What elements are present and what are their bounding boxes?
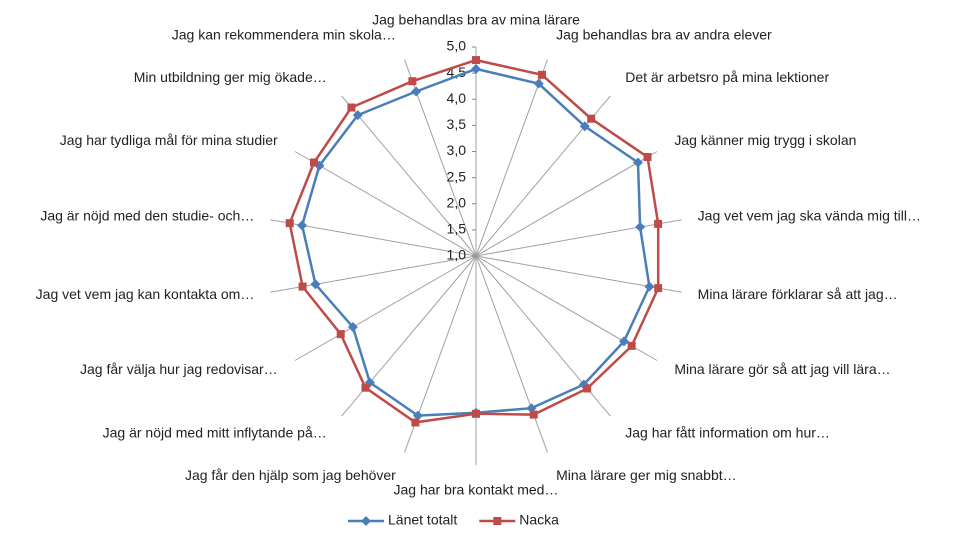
marker <box>297 220 308 231</box>
marker <box>310 158 319 167</box>
marker <box>361 383 370 392</box>
spoke <box>475 151 658 257</box>
category-label: Jag får den hjälp som jag behöver <box>185 467 396 483</box>
legend-label: Länet totalt <box>388 512 457 528</box>
category-label: Jag har tydliga mål för mina studier <box>60 132 278 148</box>
spoke <box>475 59 548 257</box>
marker <box>579 121 590 132</box>
spoke <box>341 95 477 257</box>
marker <box>627 341 636 350</box>
category-label: Jag känner mig trygg i skolan <box>674 132 856 148</box>
category-label: Jag vet vem jag ska vända mig till… <box>698 208 921 224</box>
category-label: Jag har fått information om hur… <box>625 425 830 441</box>
marker <box>587 114 596 123</box>
marker <box>411 86 422 97</box>
marker <box>352 110 363 121</box>
category-label: Jag har bra kontakt med… <box>394 482 559 498</box>
y-tick-label: 2,5 <box>447 168 467 184</box>
marker <box>654 219 663 228</box>
category-label: Jag får välja hur jag redovisar… <box>80 361 278 377</box>
marker <box>635 222 646 233</box>
category-label: Jag behandlas bra av andra elever <box>556 27 772 43</box>
marker <box>618 336 629 347</box>
marker <box>472 56 480 65</box>
marker <box>411 418 420 427</box>
category-label: Jag vet vem jag kan kontakta om… <box>36 286 255 302</box>
category-label: Jag kan rekommendera min skola… <box>172 27 396 43</box>
marker <box>471 63 481 74</box>
legend-marker <box>361 516 371 526</box>
y-tick-label: 3,0 <box>447 142 467 158</box>
spoke <box>294 151 477 257</box>
category-label: Jag är nöjd med mitt inflytande på… <box>103 425 327 441</box>
marker <box>408 77 417 86</box>
marker <box>298 282 307 291</box>
spoke <box>294 255 477 361</box>
y-tick-label: 2,0 <box>447 194 467 210</box>
y-tick-label: 5,0 <box>447 38 467 54</box>
spoke <box>475 219 682 257</box>
marker <box>632 157 643 168</box>
y-tick-label: 3,5 <box>447 116 467 132</box>
marker <box>336 330 345 339</box>
legend-marker <box>493 517 502 525</box>
spoke <box>475 255 548 453</box>
category-label: Det är arbetsro på mina lektioner <box>625 69 829 85</box>
marker <box>310 279 321 290</box>
category-label: Mina lärare förklarar så att jag… <box>698 286 898 302</box>
marker <box>654 284 663 293</box>
marker <box>644 281 655 292</box>
marker <box>472 409 480 418</box>
marker <box>529 410 538 419</box>
marker <box>643 152 652 161</box>
category-label: Mina lärare gör så att jag vill lära… <box>674 361 890 377</box>
category-label: Jag är nöjd med den studie- och… <box>40 208 254 224</box>
marker <box>347 322 358 333</box>
marker <box>533 78 544 89</box>
category-label: Jag behandlas bra av mina lärare <box>372 12 580 28</box>
y-tick-label: 4,0 <box>447 90 467 106</box>
marker <box>285 219 294 228</box>
marker <box>583 384 592 393</box>
series-line <box>288 58 660 424</box>
category-label: Min utbildning ger mig ökade… <box>134 69 327 85</box>
y-tick-label: 1,5 <box>447 221 467 237</box>
marker <box>412 410 423 421</box>
marker <box>347 103 356 112</box>
marker <box>537 70 546 79</box>
spoke <box>341 255 477 417</box>
y-tick-label: 1,0 <box>447 247 467 263</box>
legend-label: Nacka <box>519 512 559 528</box>
category-label: Mina lärare ger mig snabbt… <box>556 467 737 483</box>
